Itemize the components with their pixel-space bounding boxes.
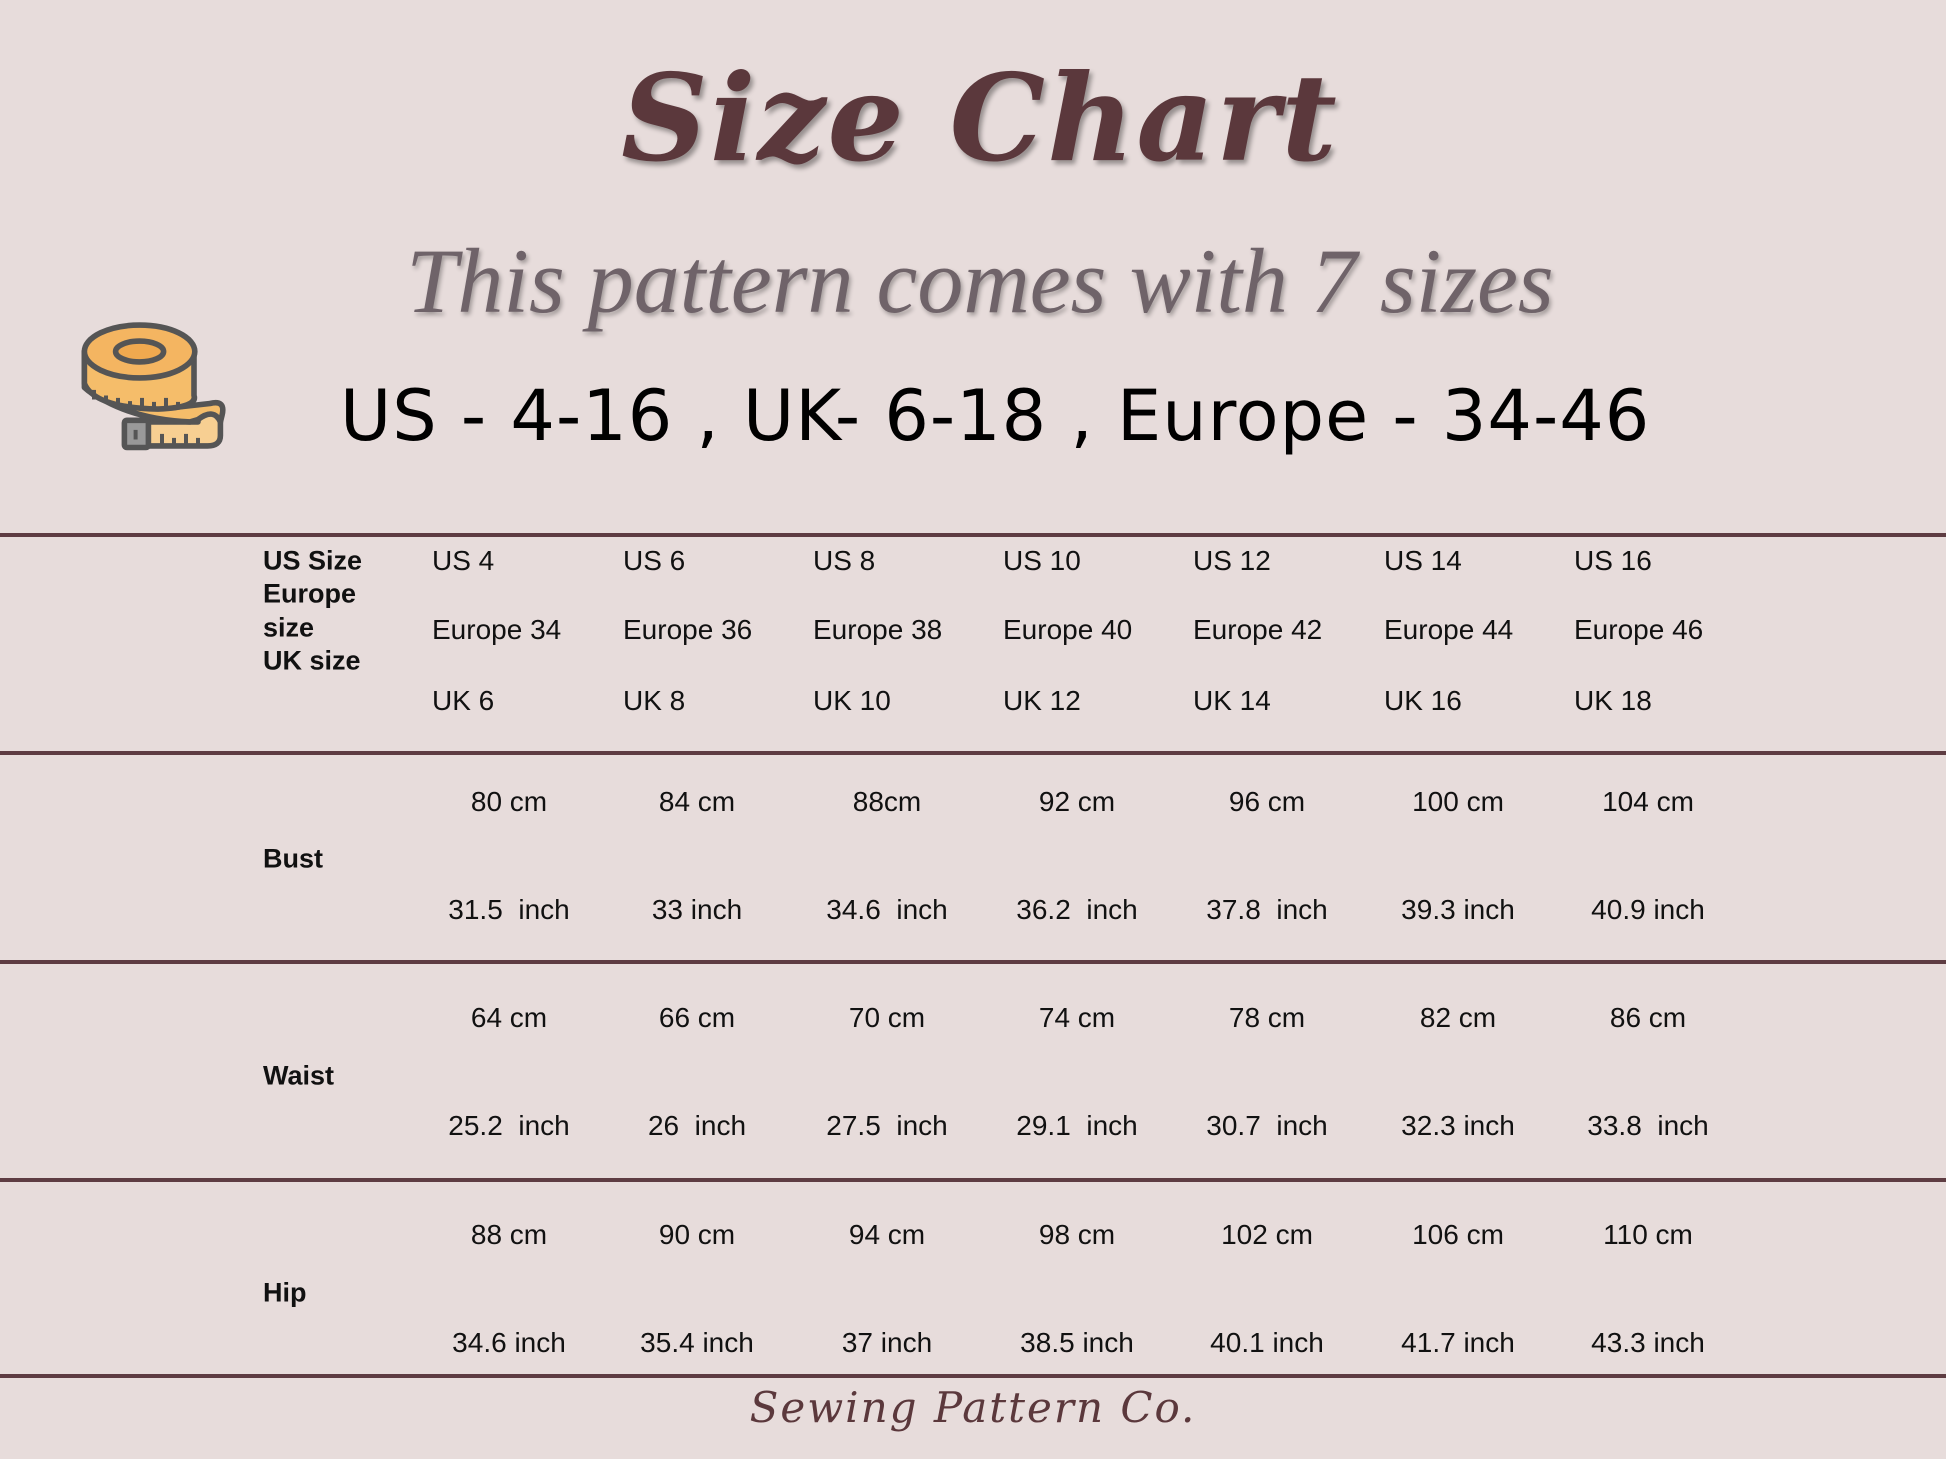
measurement-inch-cell: 37.8 inch: [1206, 894, 1328, 925]
measurement-inch-cell: 29.1 inch: [1016, 1110, 1138, 1141]
measurement-inch-cell: 34.6 inch: [826, 894, 948, 925]
measurement-inch-cell: 33 inch: [651, 894, 743, 925]
measurement-inch-cell: 32.3 inch: [1401, 1110, 1515, 1141]
measurement-cm-cell: 90 cm: [658, 1219, 736, 1250]
header-us-cell: US 8: [813, 545, 876, 576]
header-label-uk: UK size: [263, 645, 361, 676]
divider: [0, 533, 1946, 537]
measurement-inch-cell: 30.7 inch: [1206, 1110, 1328, 1141]
measurement-cm-cell: 102 cm: [1221, 1219, 1313, 1250]
measurement-cm-cell: 66 cm: [658, 1002, 736, 1033]
row-label-hip: Hip: [263, 1277, 307, 1308]
header-uk-cell: UK 8: [623, 685, 686, 716]
measurement-inch-cell: 27.5 inch: [826, 1110, 948, 1141]
header-europe-cell: Europe 46: [1574, 614, 1704, 645]
header-europe-cell: Europe 36: [623, 614, 753, 645]
measurement-inch-cell: 26 inch: [647, 1110, 747, 1141]
measurement-inch-cell: 37 inch: [841, 1327, 933, 1358]
measurement-inch-cell: 43.3 inch: [1591, 1327, 1705, 1358]
measurement-cm-cell: 100 cm: [1412, 786, 1504, 817]
measurement-cm-cell: 94 cm: [848, 1219, 926, 1250]
measurement-inch-cell: 33.8 inch: [1587, 1110, 1709, 1141]
measurement-cm-cell: 88cm: [852, 786, 922, 817]
header-europe-cell: Europe 34: [432, 614, 562, 645]
measurement-cm-cell: 110 cm: [1603, 1219, 1693, 1250]
header-uk-cell: UK 10: [813, 685, 891, 716]
header-label-europe: Europe: [263, 578, 357, 609]
measurement-cm-cell: 84 cm: [658, 786, 736, 817]
divider: [0, 751, 1946, 755]
row-label-bust: Bust: [263, 843, 323, 874]
measurement-inch-cell: 35.4 inch: [640, 1327, 754, 1358]
header-label-europe-size: size: [263, 612, 315, 643]
header-uk-cell: UK 12: [1003, 685, 1081, 716]
measurement-inch-cell: 31.5 inch: [448, 894, 570, 925]
measurement-cm-cell: 86 cm: [1609, 1002, 1687, 1033]
header-europe-cell: Europe 42: [1193, 614, 1323, 645]
brand-footer: Sewing Pattern Co.: [749, 1383, 1197, 1432]
divider: [0, 1178, 1946, 1182]
measurement-cm-cell: 104 cm: [1602, 786, 1694, 817]
subtitle: This pattern comes with 7 sizes: [406, 230, 1554, 332]
header-us-cell: US 14: [1384, 545, 1462, 576]
measurement-cm-cell: 78 cm: [1228, 1002, 1306, 1033]
measurement-cm-cell: 106 cm: [1412, 1219, 1504, 1250]
page-title: Size Chart: [621, 48, 1339, 189]
measurement-cm-cell: 82 cm: [1419, 1002, 1497, 1033]
measurement-cm-cell: 80 cm: [470, 786, 548, 817]
measurement-inch-cell: 38.5 inch: [1020, 1327, 1134, 1358]
header-uk-cell: UK 18: [1574, 685, 1652, 716]
measurement-cm-cell: 88 cm: [470, 1219, 548, 1250]
header-europe-cell: Europe 38: [813, 614, 943, 645]
header-label-us: US Size: [263, 545, 363, 576]
divider: [0, 960, 1946, 964]
measurement-cm-cell: 70 cm: [848, 1002, 926, 1033]
measurement-cm-cell: 64 cm: [470, 1002, 548, 1033]
header-us-cell: US 12: [1193, 545, 1271, 576]
header-us-cell: US 4: [432, 545, 495, 576]
header-uk-cell: UK 6: [432, 685, 495, 716]
measurement-inch-cell: 34.6 inch: [452, 1327, 566, 1358]
header-europe-cell: Europe 40: [1003, 614, 1133, 645]
measurement-cm-cell: 92 cm: [1038, 786, 1116, 817]
size-ranges: US - 4-16 , UK- 6-18 , Europe - 34-46: [340, 375, 1651, 457]
measurement-inch-cell: 41.7 inch: [1401, 1327, 1515, 1358]
measurement-inch-cell: 25.2 inch: [448, 1110, 570, 1141]
measurement-cm-cell: 96 cm: [1228, 786, 1306, 817]
header-europe-cell: Europe 44: [1384, 614, 1514, 645]
measurement-inch-cell: 39.3 inch: [1401, 894, 1515, 925]
header-uk-cell: UK 16: [1384, 685, 1462, 716]
tape-measure-icon: [81, 322, 226, 451]
measurement-cm-cell: 98 cm: [1038, 1219, 1116, 1250]
measurement-inch-cell: 36.2 inch: [1016, 894, 1138, 925]
measurement-inch-cell: 40.1 inch: [1210, 1327, 1324, 1358]
header-us-cell: US 16: [1574, 545, 1652, 576]
header-us-cell: US 6: [623, 545, 686, 576]
divider: [0, 1374, 1946, 1378]
row-label-waist: Waist: [263, 1060, 335, 1091]
measurement-cm-cell: 74 cm: [1038, 1002, 1116, 1033]
measurement-inch-cell: 40.9 inch: [1591, 894, 1705, 925]
header-us-cell: US 10: [1003, 545, 1081, 576]
header-uk-cell: UK 14: [1193, 685, 1271, 716]
